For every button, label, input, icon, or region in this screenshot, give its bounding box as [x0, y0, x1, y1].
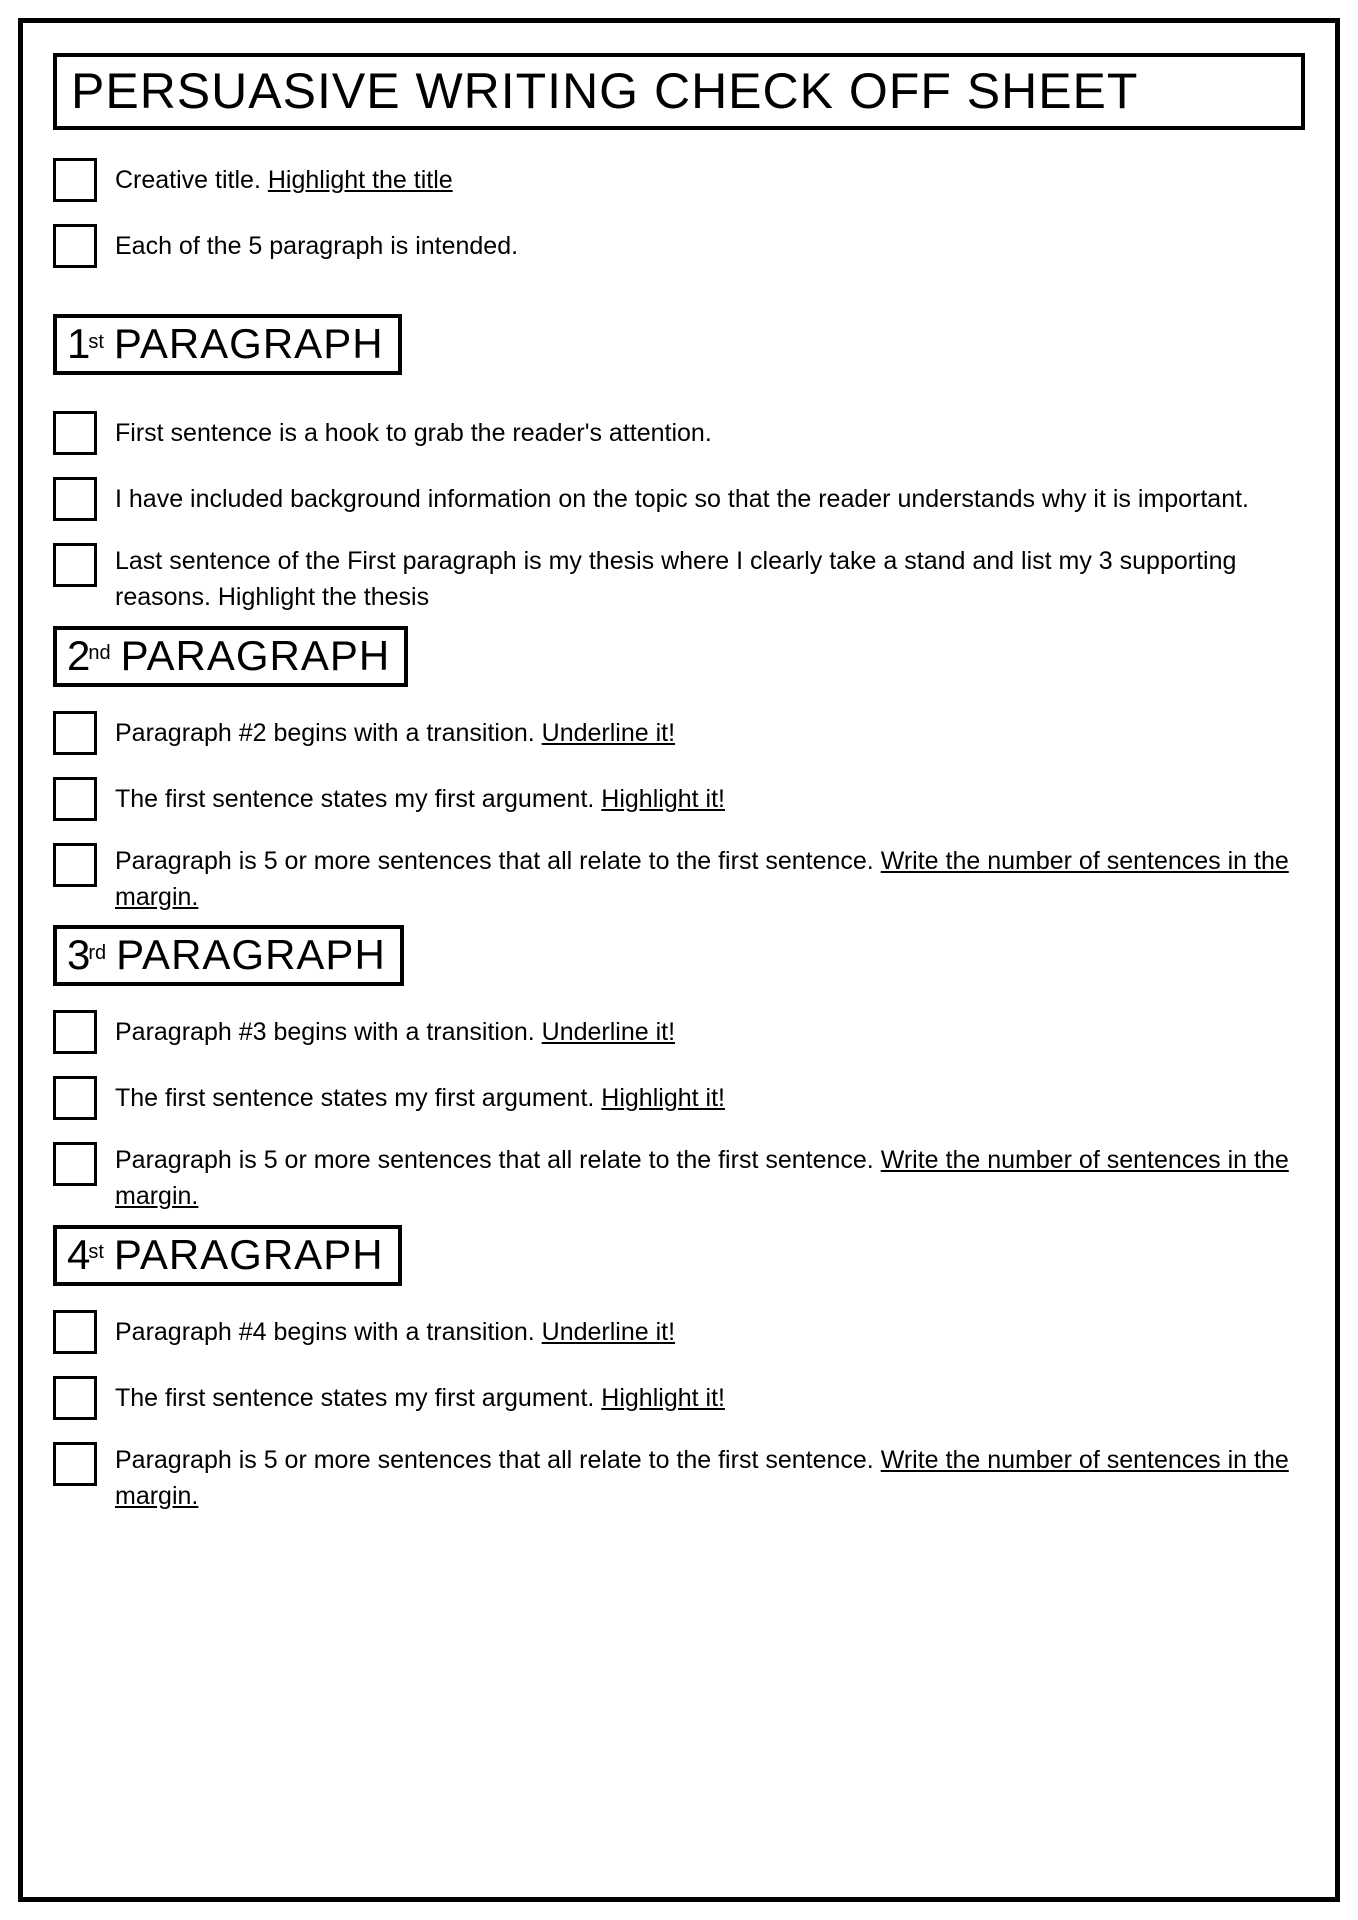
checklist-row: Paragraph is 5 or more sentences that al… [53, 1440, 1305, 1515]
page-title: PERSUASIVE WRITING CHECK OFF SHEET [71, 64, 1287, 119]
checkbox[interactable] [53, 777, 97, 821]
checklist-item-text: Paragraph is 5 or more sentences that al… [115, 1140, 1305, 1215]
checkbox[interactable] [53, 1376, 97, 1420]
text-fragment: Highlight it! [601, 785, 725, 813]
section-items: Paragraph #4 begins with a transition. U… [53, 1308, 1305, 1515]
checklist-item-text: Paragraph #4 begins with a transition. U… [115, 1308, 675, 1350]
section-ordinal: nd [88, 642, 110, 664]
checkbox[interactable] [53, 1310, 97, 1354]
text-fragment: Highlight it! [601, 1384, 725, 1412]
text-fragment: First sentence is a hook to grab the rea… [115, 419, 712, 447]
checkbox[interactable] [53, 411, 97, 455]
section-items: Paragraph #2 begins with a transition. U… [53, 709, 1305, 916]
checklist-row: Paragraph is 5 or more sentences that al… [53, 841, 1305, 916]
checkbox[interactable] [53, 158, 97, 202]
checklist-item-text: Last sentence of the First paragraph is … [115, 541, 1305, 616]
section-number: 1 [67, 320, 90, 368]
section-heading: 1st PARAGRAPH [53, 314, 402, 375]
checklist-item-text: The first sentence states my first argum… [115, 775, 725, 817]
outer-frame: PERSUASIVE WRITING CHECK OFF SHEET Creat… [18, 18, 1340, 1902]
text-fragment: Each of the 5 paragraph is intended. [115, 232, 518, 260]
text-fragment: Highlight the title [268, 166, 453, 194]
checkbox[interactable] [53, 543, 97, 587]
text-fragment: Paragraph is 5 or more sentences that al… [115, 847, 881, 875]
checklist-row: First sentence is a hook to grab the rea… [53, 409, 1305, 455]
checklist-row: I have included background information o… [53, 475, 1305, 521]
checklist-item-text: Each of the 5 paragraph is intended. [115, 222, 518, 264]
section-word: PARAGRAPH [114, 1231, 384, 1278]
section-heading: 2nd PARAGRAPH [53, 626, 408, 687]
checklist-row: The first sentence states my first argum… [53, 1374, 1305, 1420]
checklist-item-text: The first sentence states my first argum… [115, 1074, 725, 1116]
section-word: PARAGRAPH [121, 632, 391, 679]
section-word: PARAGRAPH [116, 931, 386, 978]
checkbox[interactable] [53, 224, 97, 268]
text-fragment: The first sentence states my first argum… [115, 1384, 601, 1412]
checklist-item-text: Paragraph #2 begins with a transition. U… [115, 709, 675, 751]
checkbox[interactable] [53, 1076, 97, 1120]
text-fragment: Paragraph #4 begins with a transition. [115, 1318, 542, 1346]
checklist-row: Creative title. Highlight the title [53, 156, 1305, 202]
section-number: 2 [67, 632, 90, 680]
text-fragment: Paragraph is 5 or more sentences that al… [115, 1146, 881, 1174]
checklist-row: Paragraph #4 begins with a transition. U… [53, 1308, 1305, 1354]
page: PERSUASIVE WRITING CHECK OFF SHEET Creat… [0, 0, 1358, 1920]
section-items: Paragraph #3 begins with a transition. U… [53, 1008, 1305, 1215]
text-fragment: Creative title. [115, 166, 268, 194]
checkbox[interactable] [53, 711, 97, 755]
text-fragment: Paragraph is 5 or more sentences that al… [115, 1446, 881, 1474]
section-ordinal: rd [88, 942, 106, 964]
section-word: PARAGRAPH [114, 320, 384, 367]
checklist-row: Paragraph is 5 or more sentences that al… [53, 1140, 1305, 1215]
intro-block: Creative title. Highlight the title Each … [53, 156, 1305, 268]
checkbox[interactable] [53, 477, 97, 521]
checkbox[interactable] [53, 1010, 97, 1054]
checklist-item-text: I have included background information o… [115, 475, 1249, 517]
text-fragment: The first sentence states my first argum… [115, 785, 601, 813]
section-ordinal: st [88, 1241, 104, 1263]
section-heading: 3rd PARAGRAPH [53, 925, 404, 986]
checkbox[interactable] [53, 843, 97, 887]
checklist-row: Each of the 5 paragraph is intended. [53, 222, 1305, 268]
checklist-item-text: Paragraph is 5 or more sentences that al… [115, 841, 1305, 916]
text-fragment: I have included background information o… [115, 485, 1249, 513]
text-fragment: Underline it! [542, 1318, 675, 1346]
text-fragment: Paragraph #2 begins with a transition. [115, 719, 542, 747]
title-box: PERSUASIVE WRITING CHECK OFF SHEET [53, 53, 1305, 130]
checklist-item-text: Paragraph is 5 or more sentences that al… [115, 1440, 1305, 1515]
checklist-item-text: The first sentence states my first argum… [115, 1374, 725, 1416]
section-ordinal: st [88, 331, 104, 353]
checklist-row: Paragraph #2 begins with a transition. U… [53, 709, 1305, 755]
text-fragment: Highlight it! [601, 1084, 725, 1112]
text-fragment: Underline it! [542, 719, 675, 747]
checklist-row: Paragraph #3 begins with a transition. U… [53, 1008, 1305, 1054]
checklist-row: The first sentence states my first argum… [53, 775, 1305, 821]
section-number: 3 [67, 931, 90, 979]
sections-block: 1stPARAGRAPHFirst sentence is a hook to … [53, 288, 1305, 1514]
checkbox[interactable] [53, 1442, 97, 1486]
checklist-item-text: Paragraph #3 begins with a transition. U… [115, 1008, 675, 1050]
text-fragment: The first sentence states my first argum… [115, 1084, 601, 1112]
section-heading: 4st PARAGRAPH [53, 1225, 402, 1286]
checklist-item-text: First sentence is a hook to grab the rea… [115, 409, 712, 451]
checkbox[interactable] [53, 1142, 97, 1186]
text-fragment: Underline it! [542, 1018, 675, 1046]
checklist-item-text: Creative title. Highlight the title [115, 156, 453, 198]
checklist-row: The first sentence states my first argum… [53, 1074, 1305, 1120]
checklist-row: Last sentence of the First paragraph is … [53, 541, 1305, 616]
section-number: 4 [67, 1231, 90, 1279]
section-items: First sentence is a hook to grab the rea… [53, 409, 1305, 616]
text-fragment: Last sentence of the First paragraph is … [115, 547, 1236, 611]
text-fragment: Paragraph #3 begins with a transition. [115, 1018, 542, 1046]
